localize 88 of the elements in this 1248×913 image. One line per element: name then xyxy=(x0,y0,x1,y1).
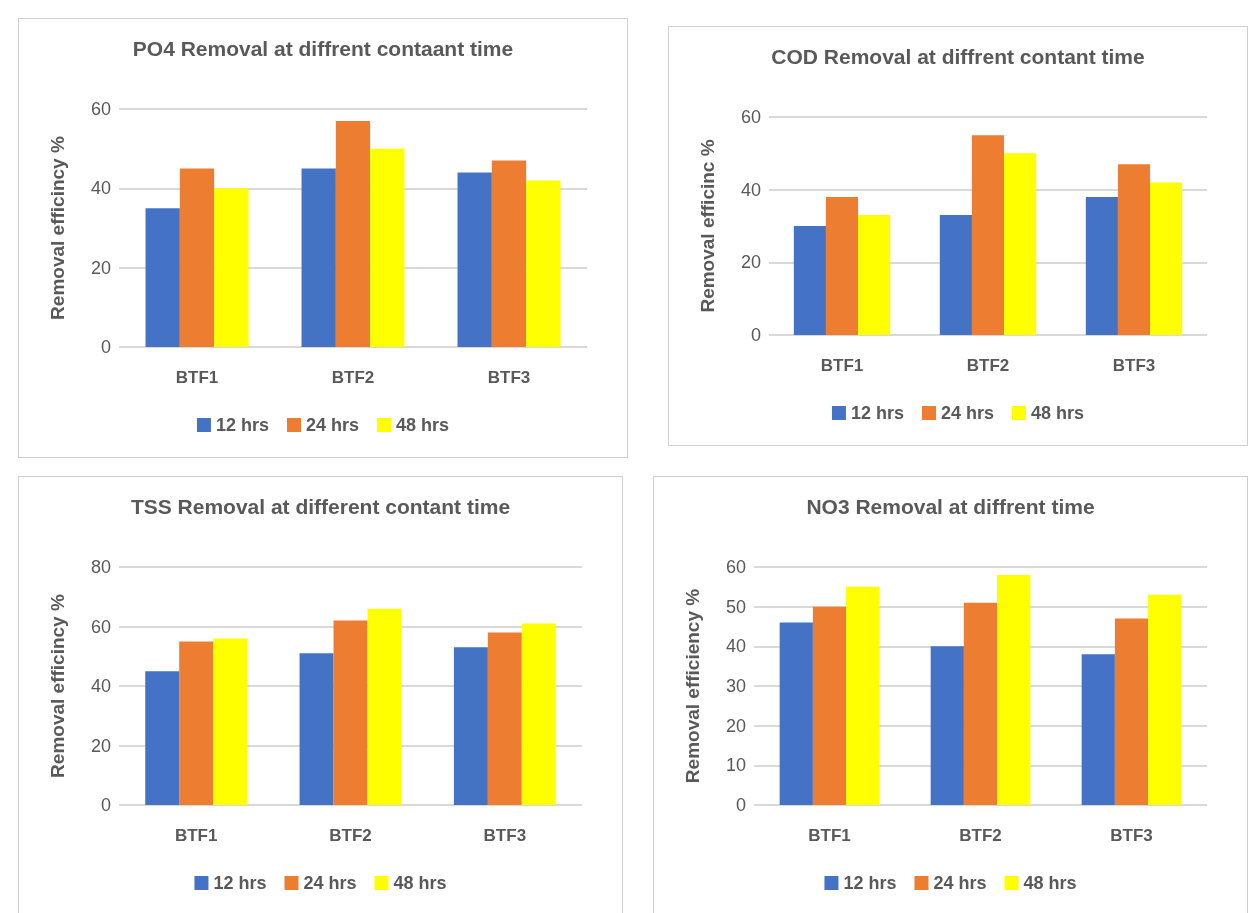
bar xyxy=(367,608,402,805)
bar xyxy=(1114,618,1149,805)
bar xyxy=(521,623,556,805)
chart-title: COD Removal at diffrent contant time xyxy=(771,45,1145,68)
y-tick-label: 40 xyxy=(90,178,111,199)
x-tick-label: BTF1 xyxy=(175,368,219,387)
bar xyxy=(971,135,1005,335)
bar xyxy=(825,196,859,335)
bar xyxy=(214,188,249,347)
bar xyxy=(997,574,1031,805)
y-tick-label: 40 xyxy=(90,676,111,696)
bar xyxy=(1004,153,1037,335)
bar xyxy=(213,638,248,805)
bar xyxy=(1148,594,1182,805)
y-tick-label: 80 xyxy=(90,557,111,577)
bar xyxy=(939,215,972,335)
y-tick-label: 40 xyxy=(725,636,746,657)
chart-title: NO3 Removal at diffrent time xyxy=(806,495,1095,518)
bar xyxy=(1085,196,1118,335)
bar xyxy=(145,671,180,805)
legend-label: 48 hrs xyxy=(1023,873,1077,893)
bar xyxy=(333,620,368,805)
legend-label: 24 hrs xyxy=(940,403,995,423)
legend-label: 24 hrs xyxy=(933,873,987,893)
bar xyxy=(930,646,964,805)
bar xyxy=(1150,182,1183,335)
legend-label: 48 hrs xyxy=(1031,403,1085,423)
y-axis-title: Removal efficinc % xyxy=(697,139,718,313)
bar xyxy=(335,120,371,347)
bar xyxy=(370,148,405,347)
legend-label: 12 hrs xyxy=(850,403,904,423)
y-tick-label: 0 xyxy=(735,795,746,815)
x-tick-label: BTF2 xyxy=(959,826,1002,845)
bar xyxy=(487,632,522,805)
x-tick-label: BTF1 xyxy=(808,826,851,845)
y-tick-label: 20 xyxy=(725,715,746,736)
bar xyxy=(453,647,488,805)
y-tick-label: 30 xyxy=(725,676,746,696)
legend-label: 24 hrs xyxy=(305,415,360,435)
bar xyxy=(145,208,180,347)
y-axis-title: Removal efficiency % xyxy=(682,588,703,784)
legend-label: 48 hrs xyxy=(396,415,450,435)
y-tick-label: 60 xyxy=(90,99,111,119)
bar xyxy=(1117,164,1151,335)
chart-title: PO4 Removal at diffrent contaant time xyxy=(132,37,514,60)
y-tick-label: 50 xyxy=(725,596,746,617)
x-tick-label: BTF2 xyxy=(329,826,372,845)
legend-label: 24 hrs xyxy=(303,873,357,893)
bar xyxy=(457,172,492,347)
y-tick-label: 20 xyxy=(90,257,111,278)
y-axis-title: Removal efficincy % xyxy=(47,136,68,320)
bar xyxy=(301,168,336,347)
bar xyxy=(299,653,334,805)
y-tick-label: 60 xyxy=(740,107,761,127)
legend-label: 48 hrs xyxy=(393,873,447,893)
chart-title: TSS Removal at different contant time xyxy=(130,495,511,518)
x-tick-label: BTF2 xyxy=(966,356,1010,375)
bar xyxy=(846,586,880,805)
bar xyxy=(793,226,826,335)
bar xyxy=(179,641,214,805)
y-axis-title: Removal efficincy % xyxy=(47,594,68,778)
bar xyxy=(963,602,998,805)
x-tick-label: BTF3 xyxy=(487,368,531,387)
y-tick-label: 0 xyxy=(100,795,111,815)
legend-label: 12 hrs xyxy=(215,415,269,435)
y-tick-label: 10 xyxy=(725,755,746,776)
y-tick-label: 20 xyxy=(90,735,111,756)
x-tick-label: BTF2 xyxy=(331,368,375,387)
y-tick-label: 40 xyxy=(740,179,761,200)
x-tick-label: BTF3 xyxy=(1112,356,1156,375)
y-tick-label: 0 xyxy=(100,337,111,357)
bar xyxy=(526,180,561,347)
y-tick-label: 60 xyxy=(90,616,111,637)
y-tick-label: 0 xyxy=(750,325,761,345)
x-tick-label: BTF1 xyxy=(820,356,864,375)
bar xyxy=(491,160,527,347)
legend-label: 12 hrs xyxy=(843,873,897,893)
x-tick-label: BTF1 xyxy=(174,826,218,845)
x-tick-label: BTF3 xyxy=(483,826,527,845)
bar xyxy=(179,168,215,347)
y-tick-label: 20 xyxy=(740,252,761,273)
legend-label: 12 hrs xyxy=(213,873,267,893)
bar xyxy=(1081,654,1115,805)
x-tick-label: BTF3 xyxy=(1110,826,1153,845)
bar xyxy=(812,606,847,805)
y-tick-label: 60 xyxy=(725,557,746,577)
bar xyxy=(779,622,813,805)
bar xyxy=(858,215,891,335)
